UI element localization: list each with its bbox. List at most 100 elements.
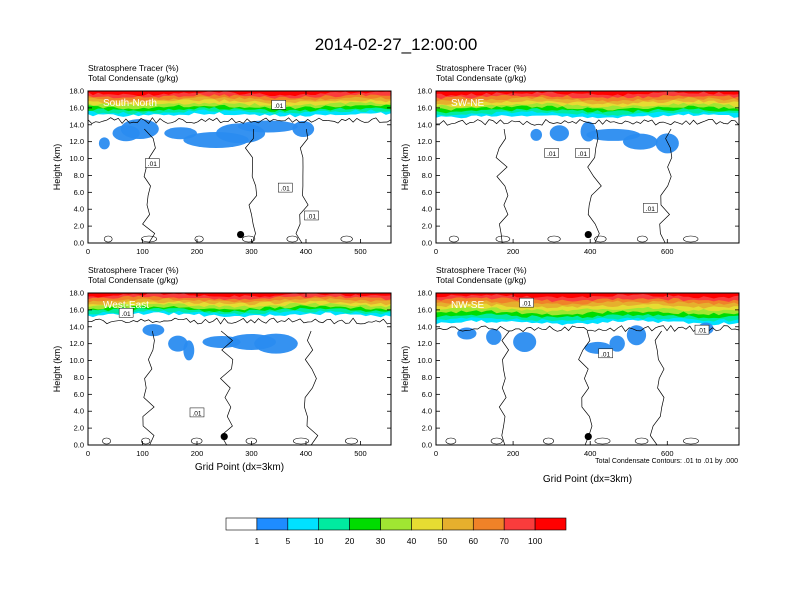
x-tick-label: 500 <box>354 247 367 256</box>
y-axis-label: Height (km) <box>52 346 62 393</box>
y-tick-label: 8.0 <box>74 171 84 180</box>
y-tick-label: 16.0 <box>417 305 432 314</box>
colorbar-swatch <box>472 517 505 531</box>
location-dot <box>584 230 592 239</box>
plot-area: .01 .01 .01 <box>436 91 739 243</box>
y-tick-label: 12.0 <box>417 137 432 146</box>
plot-area: .01 .01 .01 .01 <box>88 91 391 243</box>
x-tick-label: 0 <box>86 449 90 458</box>
contour-loop <box>448 235 459 243</box>
contour-label: .01 <box>697 328 706 335</box>
y-tick-label: 0.0 <box>422 441 432 450</box>
cloud-blob <box>530 128 543 141</box>
contour-label-box <box>189 407 205 418</box>
colorbar-swatch <box>380 517 412 531</box>
colorbar-label: 1 <box>255 536 260 546</box>
contour-loop <box>445 437 457 445</box>
y-tick-label: 0.0 <box>422 239 432 248</box>
contour-loop <box>634 437 649 445</box>
y-tick-label: 2.0 <box>74 424 84 433</box>
y-tick-label: 6.0 <box>422 188 432 197</box>
contour-label-box <box>304 210 319 221</box>
cloud-blob <box>486 328 502 345</box>
y-tick-label: 8.0 <box>74 373 84 382</box>
y-axis-label: Height (km) <box>52 144 62 191</box>
contour-line <box>578 330 593 445</box>
y-axis-label: Height (km) <box>400 346 410 393</box>
colorbar-label: 30 <box>376 536 386 546</box>
colorbar: 1 5 10 20 30 40 50 60 70 100 <box>225 517 567 546</box>
y-tick-label: 2.0 <box>74 222 84 231</box>
x-axis-label: Grid Point (dx=3km) <box>543 474 632 485</box>
y-tick-label: 0.0 <box>74 239 84 248</box>
tracer-band <box>436 91 739 97</box>
colorbar-swatch <box>534 517 567 531</box>
contour-label: .01 <box>122 311 131 318</box>
x-tick-label: 200 <box>191 449 204 458</box>
y-tick-label: 10.0 <box>69 154 84 163</box>
y-tick-label: 10.0 <box>417 356 432 365</box>
contour-loop <box>141 437 151 445</box>
y-tick-label: 12.0 <box>69 339 84 348</box>
contour-loop <box>292 437 310 445</box>
cloud-blob <box>609 335 625 352</box>
contour-loop <box>594 437 611 445</box>
y-tick-label: 6.0 <box>74 390 84 399</box>
y-tick-label: 16.0 <box>69 103 84 112</box>
panel-title-line: Total Condensate (g/kg) <box>88 275 178 285</box>
colorbar-label: 60 <box>469 536 479 546</box>
panel-title-line: Total Condensate (g/kg) <box>436 275 526 285</box>
contour-line <box>142 330 155 445</box>
panel-title-line: Stratosphere Tracer (%) <box>436 265 527 275</box>
panels: .01 .01 .01 .01 South-North Stratosphere Trac… <box>52 63 740 485</box>
cloud-blob <box>549 125 569 142</box>
contour-line <box>649 330 665 445</box>
contour-loop <box>286 235 299 243</box>
y-tick-label: 18.0 <box>69 289 84 298</box>
x-tick-label: 400 <box>584 247 597 256</box>
colorbar-label: 40 <box>407 536 417 546</box>
contour-label: .01 <box>547 151 556 158</box>
panel-title-line: Total Condensate (g/kg) <box>88 73 178 83</box>
contour-loop <box>490 437 503 445</box>
y-tick-label: 8.0 <box>422 171 432 180</box>
y-tick-label: 16.0 <box>417 103 432 112</box>
y-tick-label: 4.0 <box>422 407 432 416</box>
contour-label-box <box>575 148 590 158</box>
contour-loop <box>194 235 204 243</box>
x-tick-label: 0 <box>86 247 90 256</box>
panel-label: West-East <box>103 300 149 311</box>
x-tick-label: 600 <box>661 247 674 256</box>
contour-label-box <box>598 348 613 359</box>
contour-loop <box>683 235 699 243</box>
contour-loop <box>547 235 561 243</box>
y-tick-label: 2.0 <box>422 424 432 433</box>
contour-loop <box>636 235 648 243</box>
colorbar-swatch <box>287 517 320 531</box>
colorbar-label: 20 <box>345 536 355 546</box>
y-tick-label: 4.0 <box>74 205 84 214</box>
plot-area: .01 .01 <box>88 293 391 445</box>
contour-loop <box>102 437 111 445</box>
contour-loop <box>543 437 554 445</box>
plot-frame <box>87 292 392 446</box>
contour-line <box>304 330 319 445</box>
panel-label: NW-SE <box>451 300 484 311</box>
panel-sw-ne: .01 .01 .01 SW-NE Stratosphere Tracer (%)Tot… <box>400 63 740 256</box>
plot-frame <box>435 90 740 244</box>
y-tick-label: 4.0 <box>422 205 432 214</box>
y-tick-label: 12.0 <box>69 137 84 146</box>
colorbar-swatch <box>256 517 289 531</box>
plot-background <box>88 293 391 445</box>
cloud-blob <box>120 119 159 139</box>
colorbar-swatch <box>411 517 443 531</box>
y-tick-label: 6.0 <box>74 188 84 197</box>
x-tick-label: 200 <box>191 247 204 256</box>
contour-line <box>436 118 739 126</box>
panel-south-north: .01 .01 .01 .01 South-North Stratosphere Trac… <box>52 63 392 256</box>
y-tick-label: 4.0 <box>74 407 84 416</box>
contour-label: .01 <box>646 206 655 213</box>
contour-loop <box>344 437 358 445</box>
location-dot <box>584 432 592 441</box>
